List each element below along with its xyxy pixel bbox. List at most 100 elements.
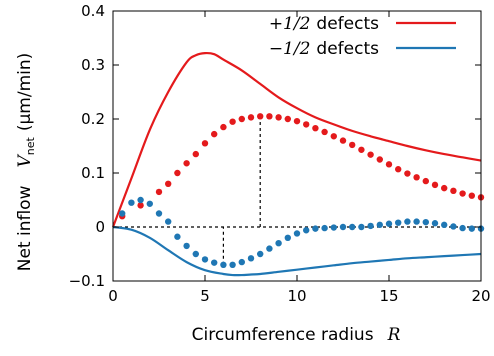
series-3-point [238,258,245,266]
series-3-point [183,242,190,250]
series-3-point [450,223,457,230]
series-3-point [293,230,301,237]
series-line-1 [112,225,482,277]
x-axis-label-symbol: R [387,325,401,345]
series-2-point [422,177,429,185]
series-2-point [293,117,301,125]
series-3-point [174,233,181,240]
series-2-point [330,133,337,140]
legend-label-0: +1/2 defects [269,14,379,34]
series-2-point [404,170,411,177]
series-3-point [422,218,429,226]
legend-label-math: +1/2 [269,14,311,34]
series-3-point [330,224,337,231]
series-2-point [155,188,163,196]
series-2-point [257,113,264,120]
y-axis-label-subscript: net [24,136,37,155]
series-2-point [137,202,144,209]
series-2-point [201,140,209,147]
series-3-point [247,255,255,262]
series-2-point [220,123,227,131]
series-2-point [385,161,393,168]
series-2-point [431,181,439,189]
series-3-point [404,218,411,225]
y-axis-label-text: Net inflow [15,185,35,271]
series-3-point [339,223,347,231]
series-3-point [441,221,448,229]
series-3-point [266,245,273,252]
series-3-point [349,223,356,231]
legend: +1/2 defects−1/2 defects [269,14,456,59]
series-2-point [376,156,383,163]
y-tick-label: 0.3 [81,56,105,74]
series-3-point [155,210,163,217]
series-2-point [349,141,356,149]
series-3-point [468,225,475,232]
series-3-point [385,220,393,227]
series-3-point [459,224,466,232]
series-3-point [211,259,218,266]
y-tick-label: −0.1 [69,272,105,290]
series-2-point [238,115,245,123]
series-2-point [395,166,402,173]
series-2-point [441,184,448,192]
series-2-point [275,114,282,121]
x-axis-label: Circumference radius R [192,325,401,345]
y-axis-label-units: (μm/min) [15,53,35,131]
series-3-point [146,200,153,207]
series-line-0 [111,51,482,228]
series-2-point [229,118,236,125]
legend-label-word: defects [316,14,379,34]
y-axis-label: Net inflow Vnet (μm/min) [15,53,37,272]
series-3-point [229,261,236,268]
series-2-point [339,137,347,144]
x-tick-label: 5 [200,287,210,305]
series-dots [119,113,485,268]
legend-label-math: −1/2 [269,39,311,59]
series-3-point [303,227,310,234]
y-axis-label-symbol: V [15,154,35,168]
y-tick-label: 0.1 [81,164,105,182]
series-2-point [367,151,374,158]
y-tick-label: 0.2 [81,110,105,128]
series-2-point [211,130,218,138]
series-2-point [450,187,457,195]
series-3-point [165,218,172,225]
series-3-point [358,223,365,231]
series-3-point [431,220,439,227]
series-3-point [119,210,126,217]
series-3-point [312,225,319,232]
series-lines [111,51,482,277]
series-3-point [284,234,291,241]
reference-lines [113,116,481,265]
series-2-point [165,180,172,187]
series-3-point [413,218,420,225]
series-2-point [247,114,255,121]
legend-label-1: −1/2 defects [269,39,379,59]
x-tick-label: 10 [287,287,306,305]
series-3-point [367,222,374,230]
x-axis-label-text: Circumference radius [192,325,374,345]
series-2-point [312,124,319,132]
series-3-point [376,221,383,229]
x-tick-label: 0 [108,287,118,305]
series-2-point [358,146,365,153]
series-2-point [174,169,181,177]
series-3-point [257,250,264,258]
y-tick-label: 0 [95,218,105,236]
series-3-point [321,224,328,232]
series-3-point [128,199,135,206]
y-tick-label: 0.4 [81,2,105,20]
series-2-point [468,192,475,199]
legend-label-word: defects [316,39,379,59]
series-2-point [192,150,199,158]
series-3-point [395,219,402,226]
series-2-point [183,160,190,167]
x-tick-label: 20 [471,287,490,305]
series-2-point [459,190,466,197]
series-2-point [413,174,420,181]
series-3-point [137,196,144,204]
series-2-point [303,121,310,128]
series-3-point [220,261,227,268]
